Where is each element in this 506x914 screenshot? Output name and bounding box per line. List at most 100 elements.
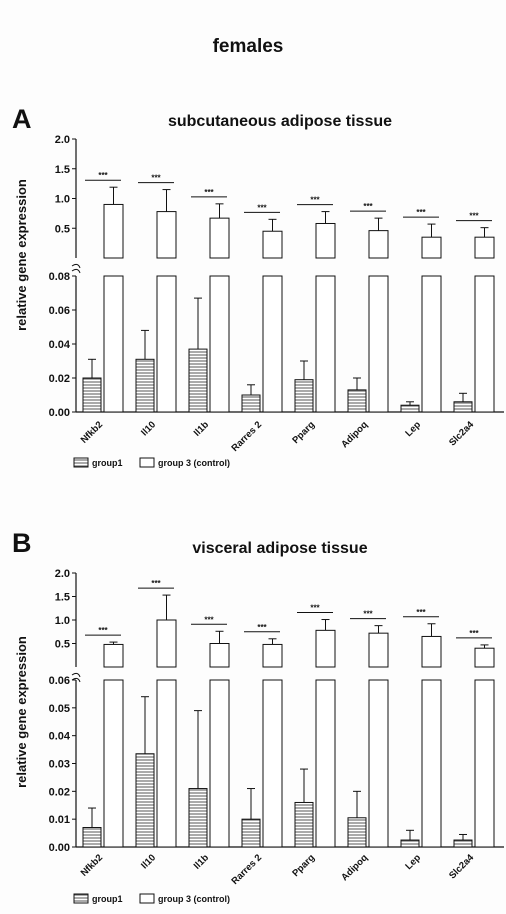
significance-label: ***	[257, 203, 267, 212]
x-tick-label: Lep	[403, 852, 423, 872]
y-tick-label: 0.06	[49, 675, 70, 687]
panel-letter: B	[12, 528, 32, 558]
significance-label: ***	[363, 202, 373, 211]
significance-label: ***	[363, 610, 373, 619]
y-tick-label: 0.06	[49, 305, 70, 317]
legend-label-group3: group 3 (control)	[158, 458, 230, 468]
y-tick-label: 1.5	[55, 592, 70, 604]
x-tick-label: Lep	[403, 419, 423, 439]
y-tick-label: 0.02	[49, 373, 70, 385]
bar-group1	[400, 404, 420, 413]
bar-group1	[241, 394, 261, 413]
bar-group1	[82, 827, 102, 848]
bar-group3-lower	[421, 679, 442, 848]
bar-group3-lower	[156, 275, 177, 413]
x-tick-label: Nfkb2	[79, 419, 105, 445]
significance-label: ***	[310, 196, 320, 205]
bar-group3-upper	[209, 217, 230, 259]
significance-label: ***	[416, 208, 426, 217]
bar-group3-upper	[474, 647, 495, 668]
bar-group3-upper	[315, 629, 336, 668]
y-tick-label: 0.05	[49, 703, 70, 715]
x-tick-label: Nfkb2	[79, 852, 105, 878]
y-tick-label: 2.0	[55, 568, 70, 580]
x-tick-label: Il1b	[192, 852, 211, 871]
bar-group3-lower	[368, 275, 389, 413]
bar-group1	[82, 377, 102, 413]
y-tick-label: 0.04	[49, 339, 71, 351]
y-tick-label: 0.03	[49, 759, 70, 771]
y-axis-label: relative gene expression	[14, 179, 29, 331]
x-tick-label: Adipoq	[339, 852, 370, 883]
bar-group1	[453, 839, 473, 848]
bar-group1	[188, 788, 208, 848]
x-tick-label: Slc2a4	[447, 419, 477, 449]
y-tick-label: 0.08	[49, 271, 70, 283]
bar-group3-upper	[368, 632, 389, 668]
y-tick-label: 0.01	[49, 814, 70, 826]
y-tick-label: 0.5	[55, 223, 70, 235]
axis-break	[71, 263, 81, 274]
significance-label: ***	[151, 174, 161, 183]
bar-group3-upper	[209, 643, 230, 668]
legend-label-group3: group 3 (control)	[158, 894, 230, 904]
y-tick-label: 0.00	[49, 842, 70, 854]
bar-group3-lower	[103, 679, 124, 848]
bar-group3-lower	[209, 679, 230, 848]
significance-label: ***	[204, 188, 214, 197]
bar-group1	[347, 817, 367, 848]
x-tick-label: Pparg	[290, 419, 317, 446]
x-tick-label: Adipoq	[339, 419, 370, 450]
significance-label: ***	[469, 212, 479, 221]
bar-group3-lower	[368, 679, 389, 848]
bar-group3-lower	[315, 679, 336, 848]
bar-group3-upper	[156, 619, 177, 668]
legend-swatch-group3	[139, 893, 155, 904]
bar-group3-upper	[368, 230, 389, 259]
y-tick-label: 1.0	[55, 194, 70, 206]
figure-title: females	[213, 36, 284, 57]
bar-group3-lower	[262, 679, 283, 848]
panel-title: visceral adipose tissue	[192, 540, 367, 557]
x-tick-label: Rarres 2	[229, 419, 264, 454]
x-tick-label: Rarres 2	[229, 852, 264, 887]
y-tick-label: 2.0	[55, 134, 70, 146]
y-tick-label: 0.5	[55, 639, 70, 651]
significance-label: ***	[98, 171, 108, 180]
significance-label: ***	[416, 608, 426, 617]
legend-swatch-group1	[73, 893, 89, 904]
bar-group3-upper	[103, 203, 124, 259]
bar-group1	[453, 401, 473, 413]
bar-group3-lower	[474, 275, 495, 413]
bar-group3-lower	[209, 275, 230, 413]
legend-label-group1: group1	[92, 458, 123, 468]
bar-group3-upper	[103, 643, 124, 668]
x-tick-label: Il1b	[192, 419, 211, 438]
bar-group1	[294, 801, 314, 848]
y-tick-label: 0.04	[49, 731, 71, 743]
significance-label: ***	[151, 579, 161, 588]
bar-group1	[135, 753, 155, 848]
bar-group3-upper	[421, 635, 442, 668]
significance-label: ***	[204, 615, 214, 624]
bar-group1	[188, 348, 208, 413]
significance-label: ***	[257, 623, 267, 632]
significance-label: ***	[469, 629, 479, 638]
bar-group3-upper	[315, 222, 336, 259]
legend-label-group1: group1	[92, 894, 123, 904]
y-tick-label: 1.0	[55, 615, 70, 627]
bar-group3-lower	[262, 275, 283, 413]
axis-break	[71, 672, 81, 683]
y-tick-label: 0.02	[49, 786, 70, 798]
y-tick-label: 0.00	[49, 407, 70, 419]
bar-group3-upper	[262, 230, 283, 259]
bar-group3-upper	[262, 643, 283, 668]
bar-group3-lower	[421, 275, 442, 413]
bar-group1	[347, 389, 367, 413]
bar-group3-upper	[156, 211, 177, 259]
bar-group1	[135, 358, 155, 413]
x-tick-label: Il10	[139, 852, 158, 871]
significance-label: ***	[98, 626, 108, 635]
